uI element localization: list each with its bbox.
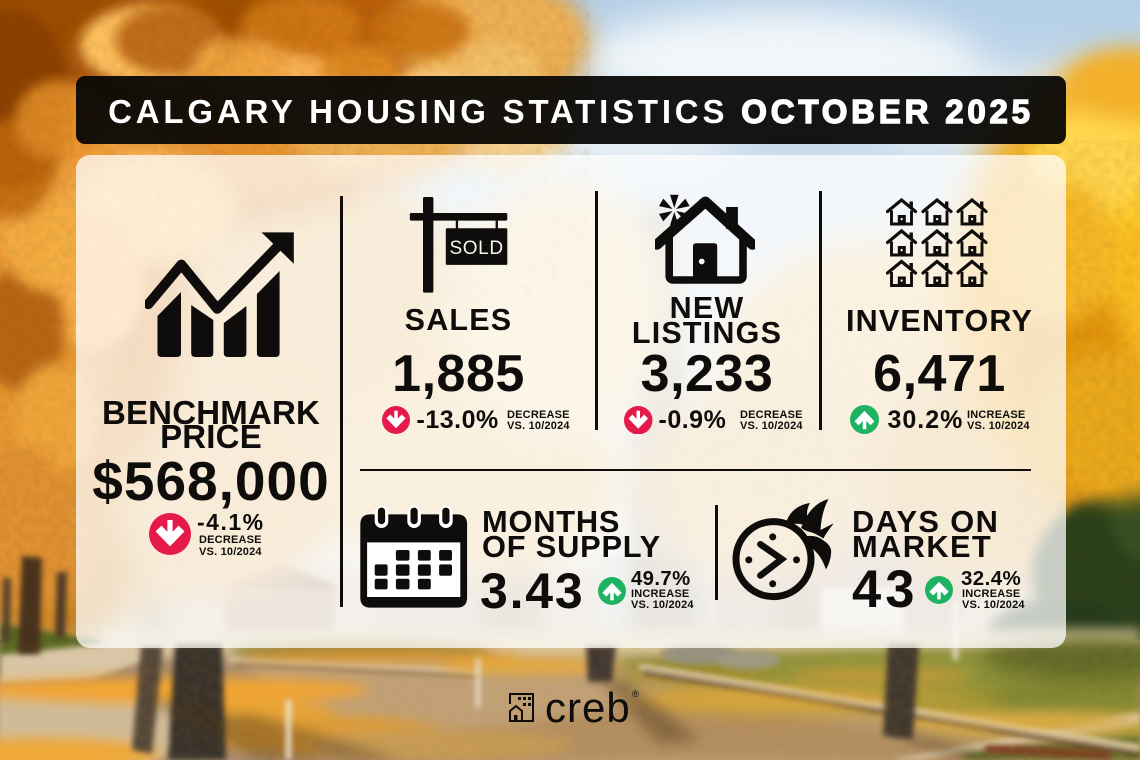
- svg-text:SOLD: SOLD: [450, 238, 504, 259]
